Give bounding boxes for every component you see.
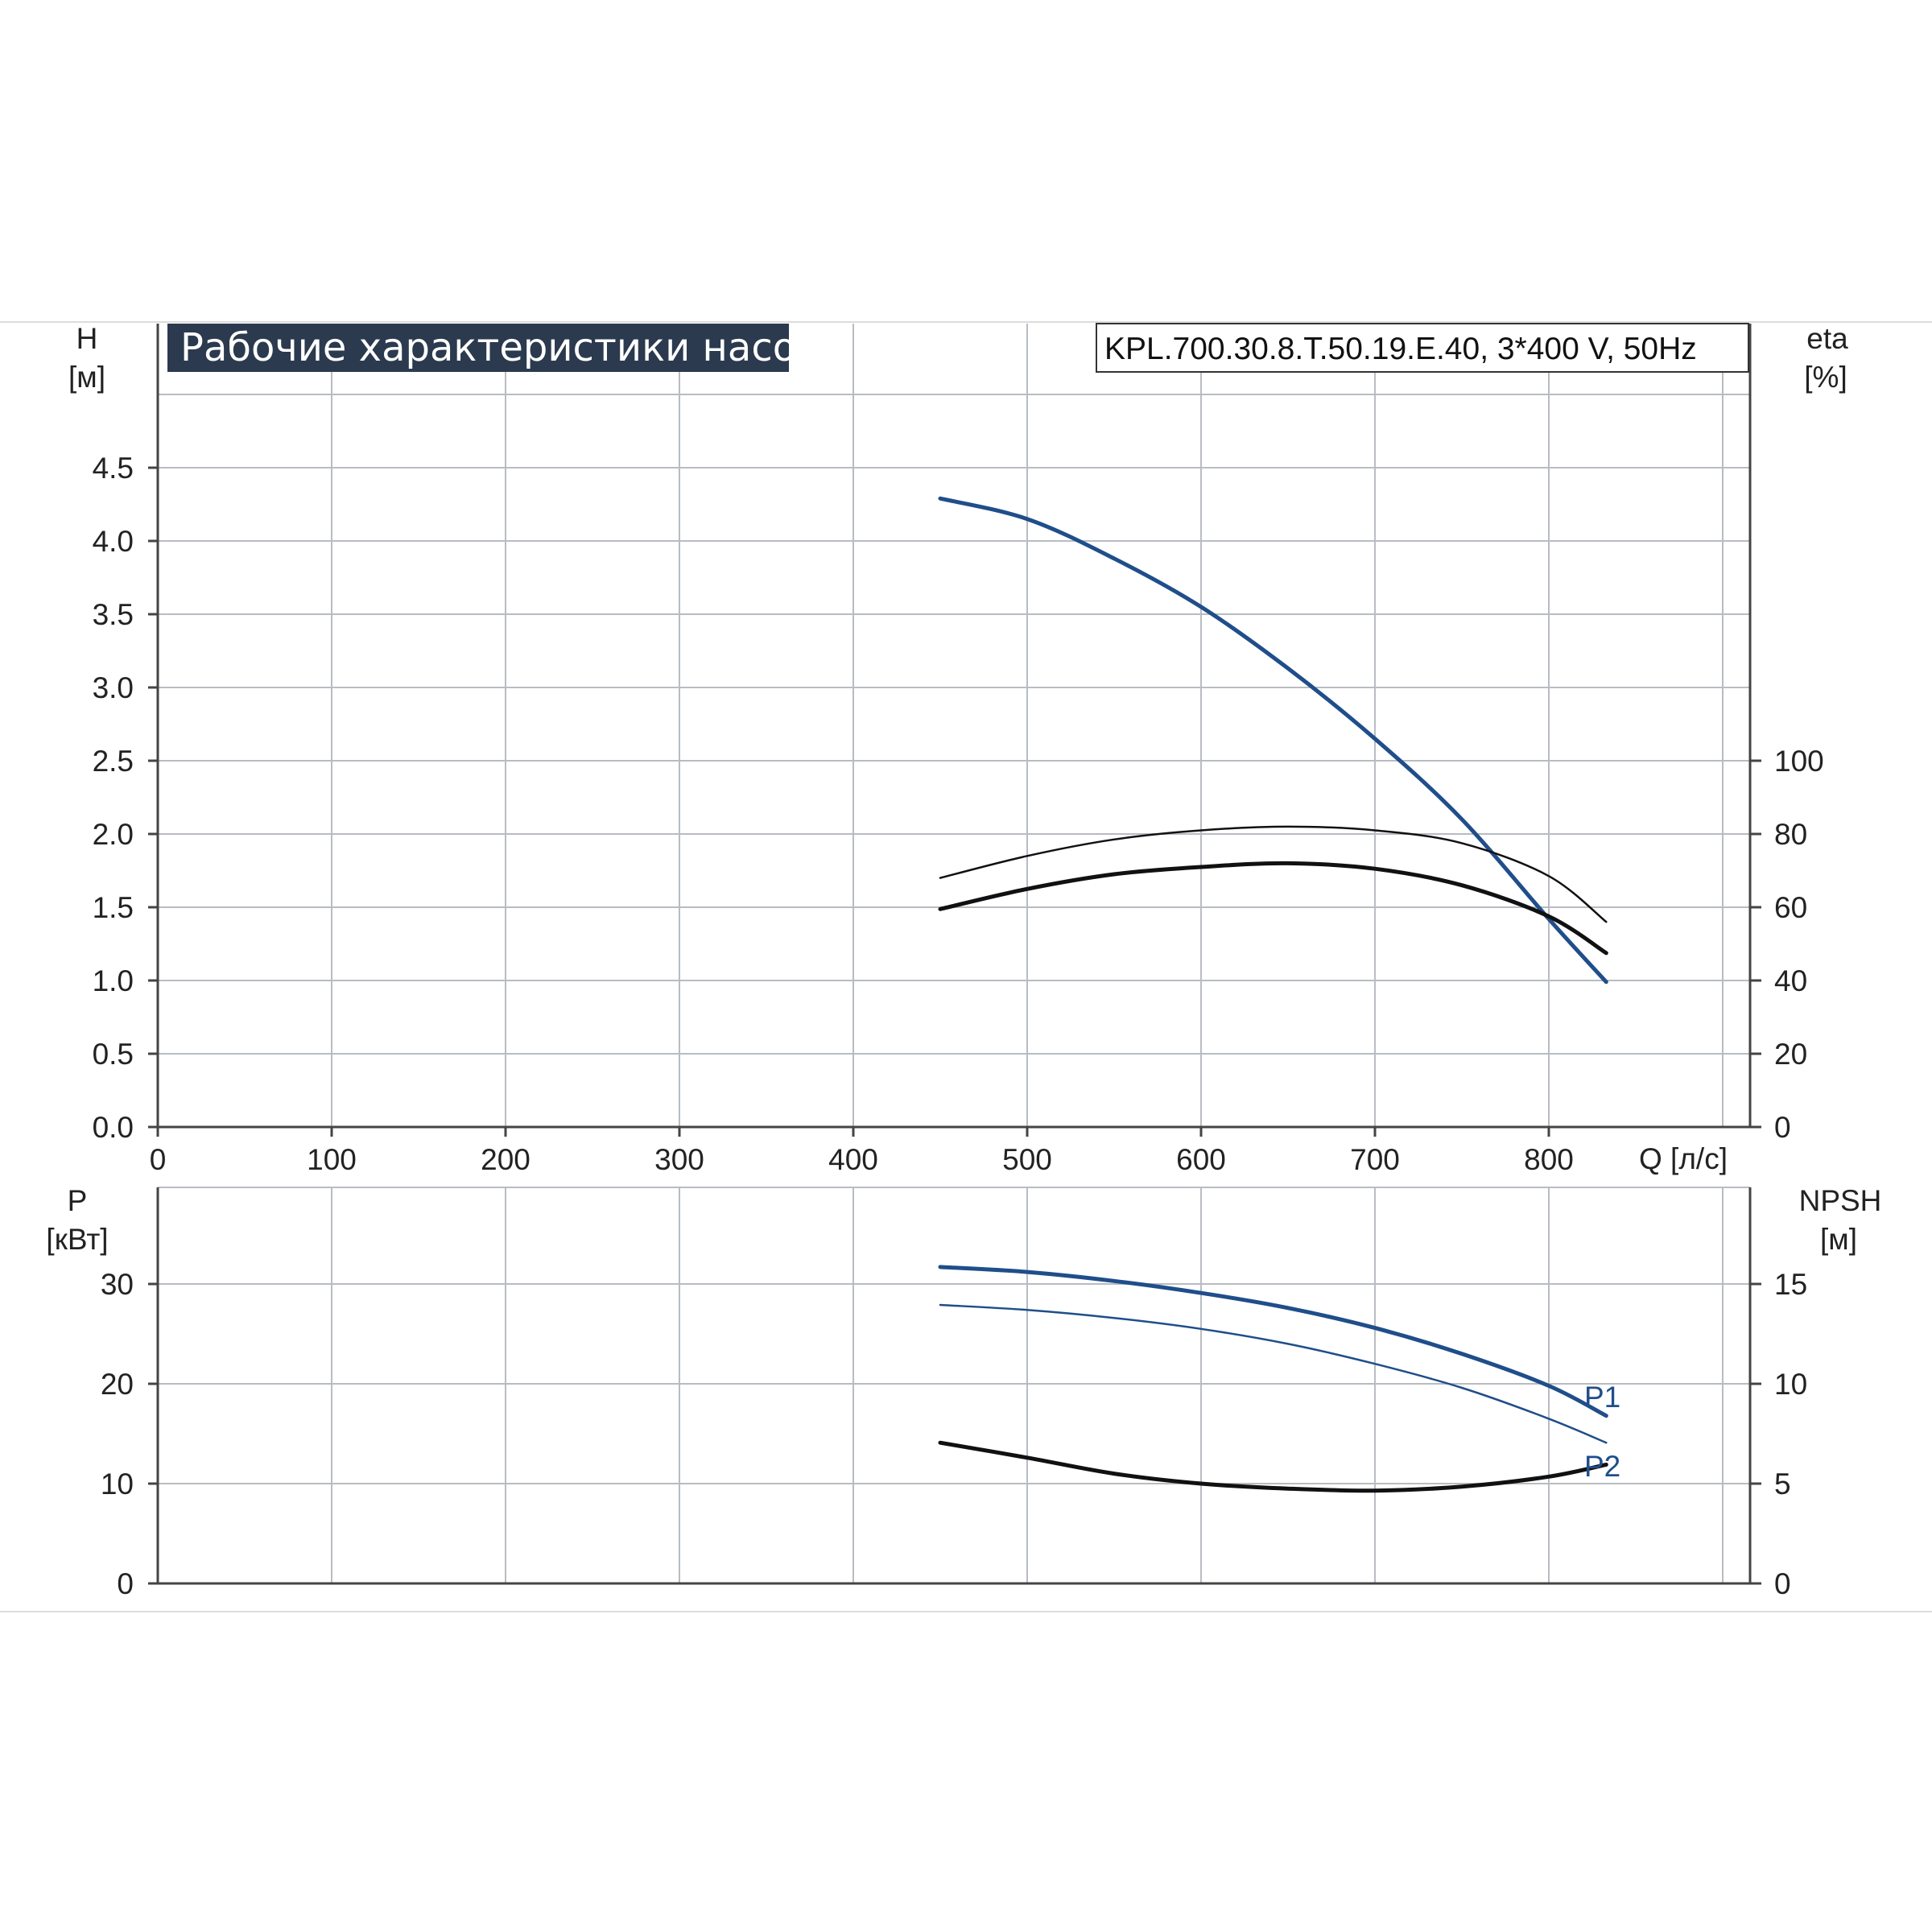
h-tick-label: 3.0: [93, 671, 134, 704]
q-tick-label: 100: [307, 1143, 357, 1176]
p1-curve: [938, 1265, 1608, 1418]
top-gridlines: [158, 324, 1750, 1127]
power-axis-symbol: P: [68, 1184, 88, 1217]
efficiency-curve-thin: [939, 825, 1608, 923]
q-tick-label: 600: [1176, 1143, 1226, 1176]
h-tick-label: 1.0: [93, 964, 134, 997]
top-panel: 0.0 0.5 1.0 1.5 2.0 2.5 3.0 3.5 4.0 4.5 0 20 40 60 80 1…: [68, 322, 1848, 1176]
p1-annotation: P1: [1584, 1381, 1620, 1414]
eta-tick-label: 20: [1774, 1038, 1807, 1071]
bottom-gridlines: [158, 1187, 1750, 1583]
npsh-axis-unit: [м]: [1820, 1223, 1857, 1256]
h-tick-label: 4.5: [93, 452, 134, 485]
model-box: [1096, 323, 1749, 373]
h-tick-label: 4.0: [93, 525, 134, 558]
q-tick-label: 500: [1002, 1143, 1052, 1176]
eta-tick-label: 60: [1774, 891, 1807, 924]
efficiency-axis-symbol: eta: [1806, 322, 1848, 355]
eta-tick-label: 80: [1774, 818, 1807, 851]
p2-curve: [939, 1303, 1608, 1444]
bottom-series-group: [938, 1265, 1608, 1493]
npsh-axis-symbol: NPSH: [1799, 1184, 1882, 1217]
h-tick-label: 1.5: [93, 891, 134, 924]
npsh-tick-label: 10: [1774, 1368, 1807, 1401]
q-tick-label: 300: [654, 1143, 704, 1176]
q-tick-label: 400: [828, 1143, 878, 1176]
h-tick-label: 0.5: [93, 1038, 134, 1071]
p-tick-label: 20: [101, 1368, 134, 1401]
head-curve: [938, 496, 1608, 985]
h-tick-label: 2.5: [93, 745, 134, 778]
eta-tick-label: 0: [1774, 1111, 1791, 1144]
npsh-tick-label: 15: [1774, 1268, 1807, 1301]
flow-axis-label: Q [л/с]: [1639, 1142, 1728, 1175]
q-tick-label: 700: [1350, 1143, 1400, 1176]
h-tick-label: 2.0: [93, 818, 134, 851]
npsh-curve: [938, 1440, 1608, 1493]
top-series-group: [938, 496, 1608, 985]
h-tick-label: 3.5: [93, 598, 134, 631]
chart-title-box: [167, 324, 789, 372]
eta-tick-label: 40: [1774, 964, 1807, 997]
head-axis-symbol: H: [76, 322, 98, 355]
h-tick-label: 0.0: [93, 1111, 134, 1144]
npsh-tick-label: 0: [1774, 1567, 1791, 1600]
eta-tick-label: 100: [1774, 745, 1824, 778]
top-axes: 0.0 0.5 1.0 1.5 2.0 2.5 3.0 3.5 4.0 4.5 0 20 40 60 80 1…: [93, 324, 1824, 1176]
q-tick-label: 200: [481, 1143, 530, 1176]
efficiency-curve-thick: [938, 861, 1608, 956]
power-axis-unit: [кВт]: [46, 1223, 108, 1256]
p-tick-label: 30: [101, 1268, 134, 1301]
bottom-axes: 0 10 20 30 0 5 10 15: [101, 1187, 1807, 1600]
efficiency-axis-unit: [%]: [1804, 361, 1847, 394]
p-tick-label: 0: [117, 1567, 134, 1600]
p-tick-label: 10: [101, 1468, 134, 1501]
pump-model-label: KPL.700.30.8.T.50.19.E.40, 3*400 V, 50Hz: [1104, 332, 1697, 366]
bottom-panel: 0 10 20 30 0 5 10 15 P [кВт] NPSH [м] P1 P2: [46, 1184, 1881, 1600]
p2-annotation: P2: [1584, 1450, 1620, 1483]
chart-title: Рабочие характеристики насоса: [180, 325, 841, 370]
head-axis-unit: [м]: [68, 361, 105, 394]
npsh-tick-label: 5: [1774, 1468, 1791, 1501]
q-tick-label: 800: [1524, 1143, 1574, 1176]
q-tick-label: 0: [150, 1143, 167, 1176]
